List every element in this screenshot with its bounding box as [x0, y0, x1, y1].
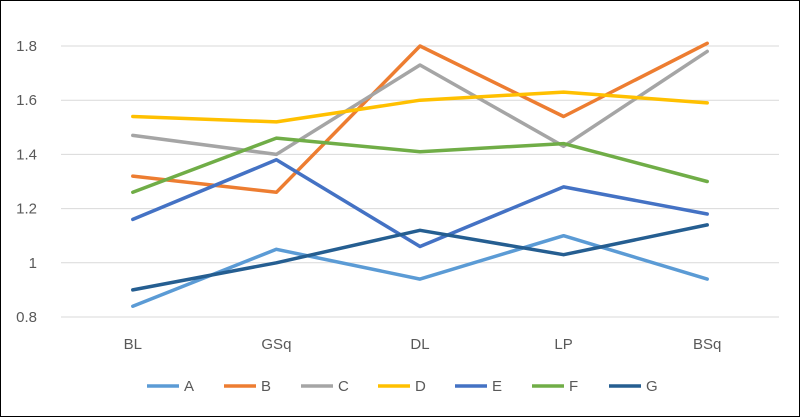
x-tick-label: LP [554, 336, 572, 353]
series-line-a [131, 233, 709, 308]
y-tick-label: 1.8 [16, 38, 37, 55]
x-axis-tick-labels: BL GSq DL LP BSq [124, 336, 722, 353]
series-line-e [131, 158, 709, 249]
series-line-f [131, 136, 709, 195]
x-tick-label: GSq [261, 336, 291, 353]
series-line-d [131, 90, 709, 124]
series-line-c [131, 49, 709, 157]
legend-label-c: C [338, 378, 349, 395]
y-tick-label: 1.4 [16, 146, 37, 163]
series-line-b [131, 41, 709, 195]
legend-label-g: G [646, 378, 658, 395]
y-tick-label: 1.6 [16, 92, 37, 109]
y-tick-label: 1 [29, 255, 37, 272]
series-lines [131, 41, 709, 308]
legend-label-a: A [184, 378, 194, 395]
y-tick-label: 0.8 [16, 309, 37, 326]
y-tick-label: 1.2 [16, 201, 37, 218]
series-line-g [131, 223, 709, 292]
legend-label-f: F [569, 378, 578, 395]
legend: A B C D E F G [147, 378, 658, 395]
legend-label-d: D [415, 378, 426, 395]
legend-label-b: B [261, 378, 271, 395]
x-tick-label: BSq [693, 336, 721, 353]
y-axis-tick-labels: 0.8 1 1.2 1.4 1.6 1.8 [16, 38, 37, 326]
x-tick-label: DL [410, 336, 429, 353]
x-tick-label: BL [124, 336, 142, 353]
legend-label-e: E [492, 378, 502, 395]
